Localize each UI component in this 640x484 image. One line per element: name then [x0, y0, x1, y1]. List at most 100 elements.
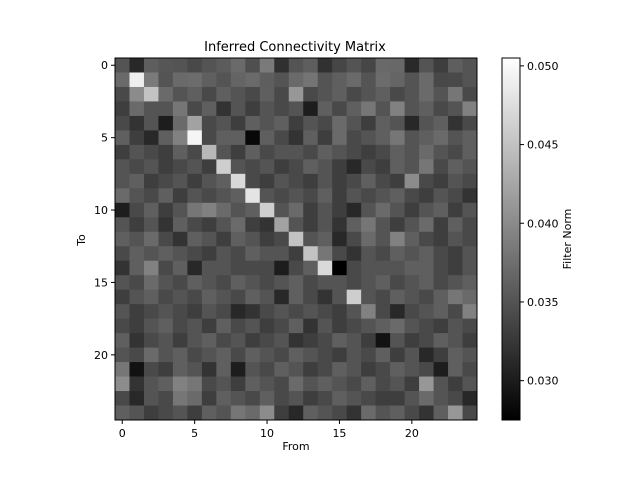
heatmap-cell — [143, 188, 159, 204]
heatmap-cell — [303, 86, 319, 102]
heatmap-cell — [158, 391, 174, 406]
heatmap-cell — [129, 260, 145, 276]
heatmap-cell — [172, 72, 188, 88]
heatmap-cell — [129, 130, 145, 146]
heatmap-cell — [259, 289, 275, 305]
heatmap-cell — [375, 260, 391, 276]
heatmap-cell — [201, 304, 217, 320]
heatmap-cell — [158, 217, 174, 233]
heatmap-cell — [158, 246, 174, 262]
heatmap-cell — [448, 376, 463, 392]
heatmap-cell — [361, 101, 377, 117]
heatmap-cell — [346, 188, 362, 204]
heatmap-cell — [143, 173, 159, 189]
heatmap-cell — [288, 173, 304, 189]
heatmap-cell — [433, 231, 449, 247]
heatmap-cell — [158, 159, 174, 175]
heatmap-cell — [390, 318, 405, 334]
heatmap-cell — [433, 333, 449, 348]
heatmap-cell — [245, 376, 261, 392]
heatmap-cell — [288, 231, 304, 247]
heatmap-cell — [187, 72, 203, 88]
heatmap-cell — [230, 188, 246, 204]
heatmap-cell — [230, 231, 246, 247]
heatmap-cell — [361, 318, 377, 334]
heatmap-cell — [201, 58, 217, 73]
heatmap-cell — [245, 173, 261, 189]
heatmap-cell — [259, 391, 275, 406]
heatmap-cell — [274, 275, 290, 291]
heatmap-cell — [143, 376, 159, 392]
heatmap-cell — [303, 318, 319, 334]
heatmap-cell — [274, 318, 290, 334]
heatmap-cell — [143, 246, 159, 262]
heatmap-cell — [187, 318, 203, 334]
heatmap-cell — [172, 217, 188, 233]
heatmap-cell — [274, 130, 290, 146]
heatmap-cell — [433, 217, 449, 233]
heatmap-cell — [317, 289, 333, 305]
heatmap-cell — [158, 333, 174, 348]
heatmap-cell — [404, 260, 420, 276]
heatmap-cell — [317, 405, 333, 421]
heatmap-cell — [201, 376, 217, 392]
heatmap-cell — [216, 217, 232, 233]
heatmap-cell — [216, 101, 232, 117]
heatmap-cell — [433, 289, 449, 305]
heatmap-cell — [201, 260, 217, 276]
heatmap-cell — [390, 173, 405, 189]
heatmap-cell — [201, 246, 217, 262]
heatmap-cell — [419, 391, 434, 406]
heatmap-cell — [259, 173, 275, 189]
heatmap-cell — [158, 101, 174, 117]
heatmap-cell — [201, 333, 217, 348]
heatmap-cell — [143, 86, 159, 102]
heatmap-cell — [245, 362, 261, 377]
heatmap-cell — [129, 333, 145, 348]
heatmap-cell — [201, 72, 217, 88]
heatmap-cell — [129, 376, 145, 392]
heatmap-cell — [317, 202, 333, 218]
heatmap-cell — [375, 405, 391, 421]
heatmap-cell — [303, 188, 319, 204]
heatmap-cell — [216, 376, 232, 392]
heatmap-cell — [433, 275, 449, 291]
heatmap-cell — [259, 188, 275, 204]
heatmap-cell — [303, 72, 319, 88]
heatmap-cell — [158, 173, 174, 189]
heatmap-cell — [404, 318, 420, 334]
heatmap-cell — [274, 304, 290, 320]
heatmap-cell — [172, 58, 188, 73]
heatmap-cell — [433, 202, 449, 218]
heatmap-cell — [303, 130, 319, 146]
heatmap-cell — [230, 347, 246, 363]
heatmap-cell — [317, 318, 333, 334]
heatmap-cell — [259, 318, 275, 334]
heatmap-cell — [201, 188, 217, 204]
heatmap-cell — [419, 275, 434, 291]
heatmap-cell — [201, 173, 217, 189]
heatmap-cell — [187, 231, 203, 247]
heatmap-cell — [274, 217, 290, 233]
heatmap-cell — [201, 115, 217, 131]
heatmap-cell — [115, 362, 130, 377]
heatmap-cell — [230, 217, 246, 233]
heatmap-cell — [216, 144, 232, 160]
heatmap-cell — [216, 130, 232, 146]
heatmap-cell — [317, 130, 333, 146]
heatmap-cell — [462, 391, 478, 406]
heatmap-cell — [216, 173, 232, 189]
heatmap-cell — [187, 115, 203, 131]
heatmap-cell — [448, 405, 463, 421]
heatmap-cell — [332, 246, 348, 262]
heatmap-cell — [187, 391, 203, 406]
heatmap-cell — [375, 173, 391, 189]
heatmap-cell — [361, 304, 377, 320]
heatmap-cell — [448, 101, 463, 117]
heatmap-cell — [274, 58, 290, 73]
heatmap-cell — [433, 405, 449, 421]
heatmap-cell — [245, 260, 261, 276]
heatmap-cell — [187, 202, 203, 218]
heatmap-cell — [346, 347, 362, 363]
